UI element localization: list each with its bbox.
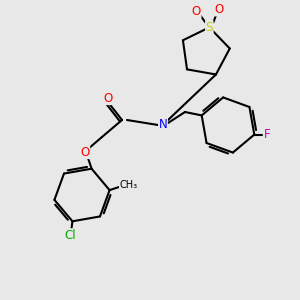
Text: O: O [80, 146, 90, 158]
Text: O: O [103, 92, 112, 104]
Text: O: O [192, 5, 201, 18]
Text: N: N [159, 118, 167, 131]
Text: Cl: Cl [64, 229, 76, 242]
Text: CH₃: CH₃ [119, 180, 138, 190]
Text: O: O [215, 3, 224, 16]
Text: S: S [206, 21, 213, 34]
Text: F: F [264, 128, 271, 141]
